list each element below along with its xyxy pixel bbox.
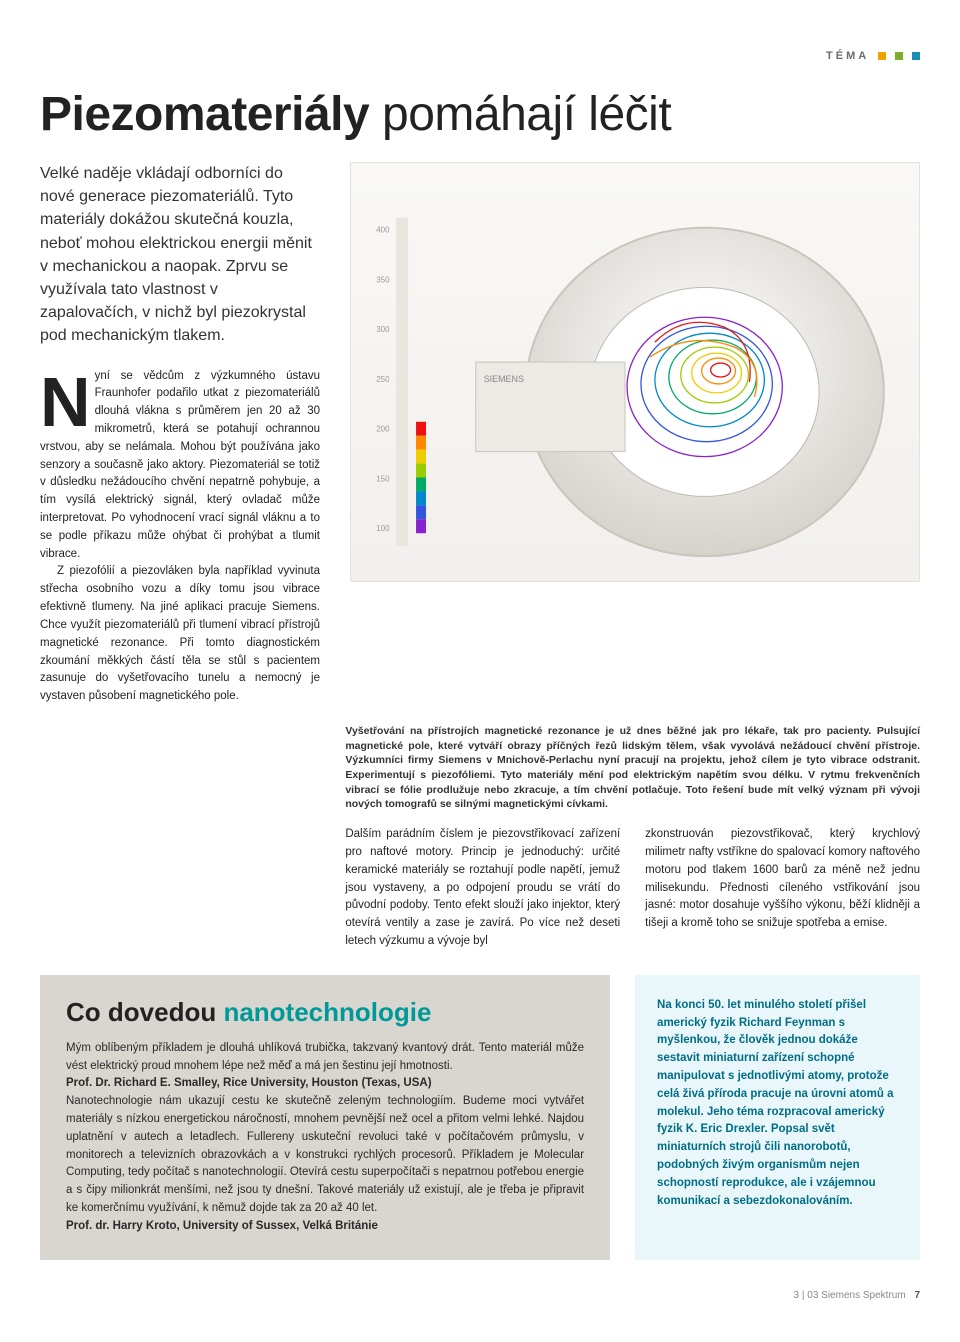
page-footer: 3 | 03 Siemens Spektrum 7: [40, 1290, 920, 1301]
column-1-spacer: [40, 724, 320, 951]
nanotech-title-plain: Co dovedou: [66, 997, 223, 1027]
lead-paragraph: Velké naděje vkládají odborníci do nové …: [40, 162, 320, 348]
mri-illustration: 400 350 300 250 200 150 100: [351, 163, 919, 581]
footer-page: 7: [914, 1290, 920, 1301]
column-1: N yní se vědcům z výzkumného ústavu Frau…: [40, 368, 320, 706]
nanotech-prof1: Prof. Dr. Richard E. Smalley, Rice Unive…: [66, 1075, 584, 1093]
nanotech-p1: Mým oblíbeným příkladem je dlouhá uhlíko…: [66, 1040, 584, 1076]
color-palette: [416, 422, 426, 533]
nanotech-box: Co dovedou nanotechnologie Mým oblíbeným…: [40, 975, 610, 1260]
svg-text:300: 300: [376, 325, 390, 334]
nanotech-title: Co dovedou nanotechnologie: [66, 997, 584, 1028]
mri-figure: 400 350 300 250 200 150 100: [350, 162, 920, 582]
header-square-1: [878, 52, 886, 60]
title-light: pomáhají léčit: [369, 88, 671, 141]
article-title: Piezomateriály pomáhají léčit: [40, 87, 920, 142]
svg-text:250: 250: [376, 375, 390, 384]
nanotech-p2: Nanotechnologie nám ukazují cestu ke sku…: [66, 1093, 584, 1218]
svg-text:350: 350: [376, 275, 390, 284]
svg-text:150: 150: [376, 474, 390, 483]
nanotech-title-accent: nanotechnologie: [223, 997, 431, 1027]
header-square-2: [895, 52, 903, 60]
column-3: zkonstruován piezovstřikovač, který kryc…: [645, 826, 920, 951]
title-bold: Piezomateriály: [40, 88, 369, 141]
section-header: TÉMA: [40, 50, 920, 62]
figure-caption-text: Vyšetřování na přístrojích magnetické re…: [345, 725, 920, 810]
section-label: TÉMA: [826, 50, 869, 62]
col1-body-b: Z piezofólií a piezovláken byla napříkla…: [40, 565, 320, 702]
footer-issue: 3 | 03 Siemens Spektrum: [794, 1290, 906, 1301]
svg-text:100: 100: [376, 524, 390, 533]
feynman-box: Na konci 50. let minulého století přišel…: [635, 975, 920, 1260]
column-2: Dalším parádním číslem je piezovstřikova…: [345, 826, 620, 951]
axis-ticks: 400 350 300 250 200 150 100: [376, 226, 390, 534]
nanotech-prof2: Prof. dr. Harry Kroto, University of Sus…: [66, 1218, 584, 1236]
svg-text:200: 200: [376, 425, 390, 434]
header-square-3: [912, 52, 920, 60]
dropcap: N: [40, 368, 95, 430]
svg-text:SIEMENS: SIEMENS: [484, 374, 524, 384]
svg-text:400: 400: [376, 226, 390, 235]
figure-caption: Vyšetřování na přístrojích magnetické re…: [345, 724, 920, 812]
